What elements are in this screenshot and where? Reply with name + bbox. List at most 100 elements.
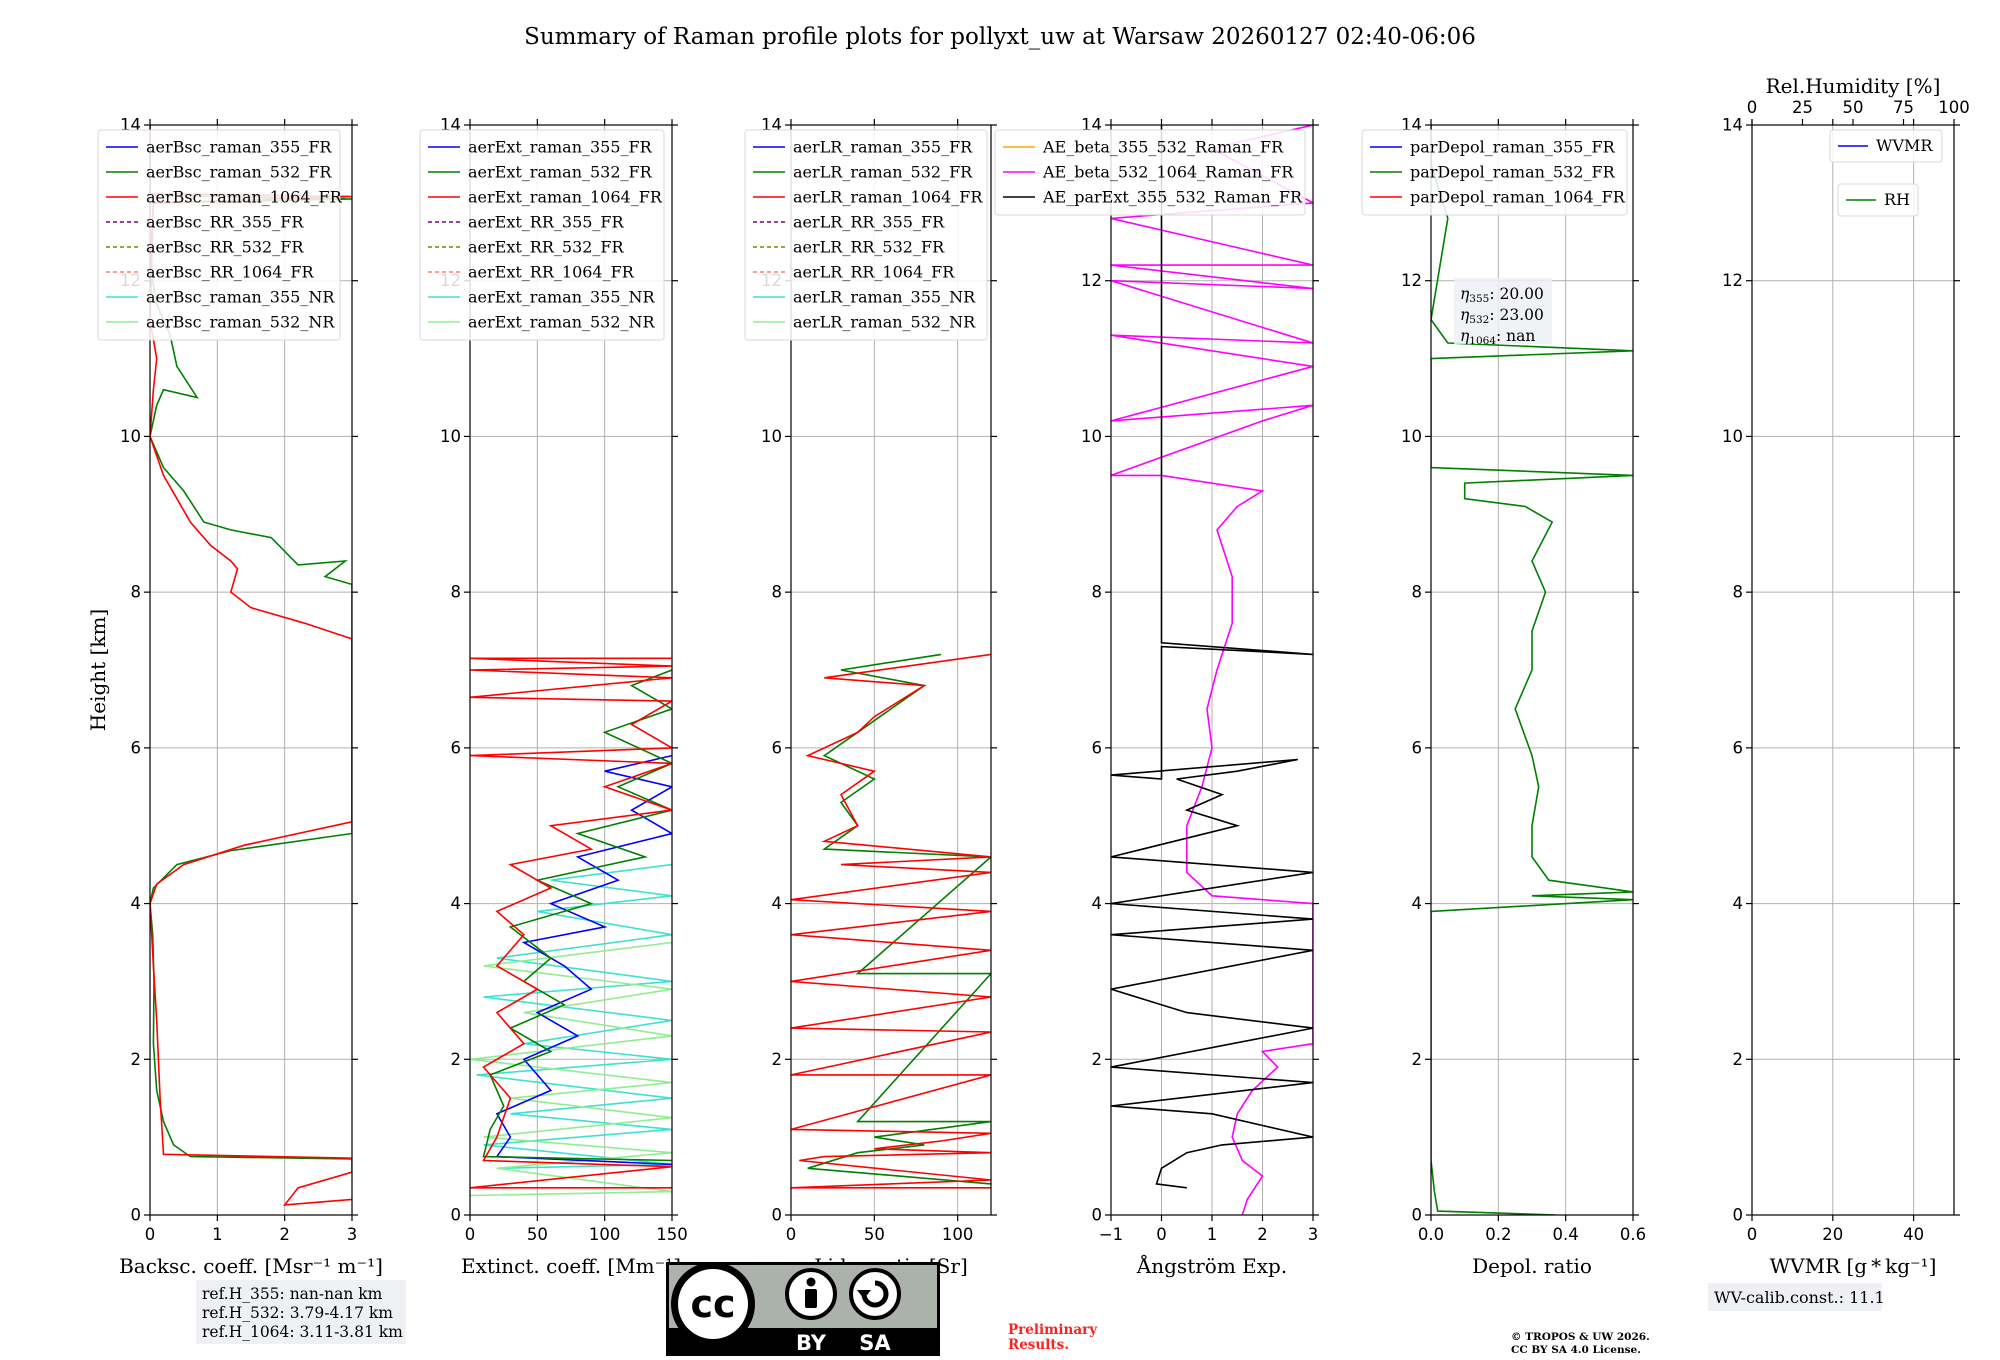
legend-label: WVMR [1876, 136, 1933, 155]
y-tick-label: 8 [1733, 583, 1744, 602]
legend-label: AE_beta_355_532_Raman_FR [1042, 138, 1284, 157]
series-group [791, 653, 991, 1189]
legend-box [97, 129, 341, 341]
x-tick-label: 2 [1257, 1225, 1268, 1244]
eta-532-label: η532: 23.00 [1460, 306, 1544, 326]
legend-box [744, 129, 988, 341]
wv-calib-const: WV-calib.const.: 11.1 [1714, 1288, 1885, 1307]
x-tick-label: 20 [1822, 1225, 1843, 1244]
y-tick-label: 8 [131, 583, 142, 602]
top-tick-label: 75 [1893, 98, 1914, 117]
x-tick-label: 50 [527, 1225, 548, 1244]
eta-1064-value: : nan [1496, 327, 1535, 345]
series-line-parDepol_raman_532_FR [1431, 125, 1633, 1215]
series-group [1431, 125, 1633, 1215]
x-axis-label: Ångström Exp. [1136, 1253, 1287, 1278]
y-tick-label: 6 [1092, 738, 1103, 757]
legend-label: parDepol_raman_532_FR [1410, 163, 1616, 182]
series-line-aerExt_raman_532_FR [482, 669, 672, 1162]
legend-label: aerBsc_raman_532_FR [146, 163, 332, 182]
x-tick-label: 100 [589, 1225, 621, 1244]
x-tick-label: 0.0 [1418, 1225, 1444, 1244]
legend-label: RH [1884, 190, 1910, 209]
panel-bsc: 024681012140123Backsc. coeff. [Msr⁻¹ m⁻¹… [86, 116, 383, 1279]
x-tick-label: 0.2 [1485, 1225, 1511, 1244]
x-tick-label: 0 [145, 1225, 156, 1244]
x-tick-label: 0.6 [1620, 1225, 1646, 1244]
legend: aerExt_raman_355_FR aerExt_raman_532_FRae… [419, 129, 665, 341]
y-tick-label: 8 [1092, 583, 1103, 602]
x-tick-label: 50 [864, 1225, 885, 1244]
eta-355-value: : 20.00 [1489, 285, 1544, 303]
axes-frame [149, 124, 353, 1216]
y-tick-label: 6 [1412, 738, 1423, 757]
y-tick-label: 8 [451, 583, 462, 602]
y-tick-label: 2 [1733, 1050, 1744, 1069]
y-tick-label: 4 [451, 894, 462, 913]
legend-label: aerExt_raman_532_NR [468, 313, 656, 332]
x-tick-label: 0 [1156, 1225, 1167, 1244]
y-tick-label: 0 [1733, 1206, 1744, 1225]
top-axis-label: Rel.Humidity [%] [1766, 74, 1941, 98]
legend-label: aerLR_raman_532_NR [793, 313, 976, 332]
cc-by-sa-badge: cc BY SA [666, 1262, 940, 1356]
y-tick-label: 10 [1081, 427, 1102, 446]
series-line-aerExt_raman_1064_FR [470, 657, 672, 1189]
legend-label: aerLR_raman_1064_FR [793, 188, 983, 207]
series-line-AE_beta_532_1064_Raman_FR [1111, 125, 1313, 1215]
legend-label: aerExt_raman_355_NR [468, 288, 656, 307]
legend-box [419, 129, 665, 341]
eta-1064-label: η1064: nan [1460, 327, 1535, 347]
x-tick-label: −1 [1099, 1225, 1123, 1244]
y-tick-label: 6 [772, 738, 783, 757]
legend-label: aerLR_raman_355_FR [793, 138, 973, 157]
y-tick-label: 10 [1722, 427, 1743, 446]
legend-label: aerBsc_raman_1064_FR [146, 188, 343, 207]
legend-label: parDepol_raman_1064_FR [1410, 188, 1626, 207]
y-tick-label: 12 [1401, 271, 1422, 290]
axes-frame [1430, 124, 1634, 1216]
cc-icon: cc [690, 1282, 735, 1326]
x-tick-label: 0 [1747, 1225, 1758, 1244]
x-tick-label: 0 [465, 1225, 476, 1244]
legend-label: aerBsc_RR_532_FR [146, 238, 304, 257]
legend-label: AE_beta_532_1064_Raman_FR [1042, 163, 1294, 182]
y-tick-label: 6 [1733, 738, 1744, 757]
x-tick-label: 100 [942, 1225, 974, 1244]
panel-lr: 02468101214050100Lidar ratio [Sr]aerLR_r… [744, 116, 997, 1278]
y-tick-label: 2 [772, 1050, 783, 1069]
eta-box [1454, 278, 1552, 344]
legend-label: aerExt_RR_355_FR [468, 213, 625, 232]
legend-label: aerLR_RR_355_FR [793, 213, 945, 232]
legend-label: aerLR_RR_1064_FR [793, 263, 955, 282]
y-tick-label: 12 [1722, 271, 1743, 290]
legend-label: aerLR_raman_532_FR [793, 163, 973, 182]
series-line-aerLR_raman_1064_FR [791, 653, 991, 1189]
y-tick-label: 6 [131, 738, 142, 757]
legend-label: aerBsc_RR_1064_FR [146, 263, 315, 282]
x-tick-label: 1 [212, 1225, 223, 1244]
series-line-aerBsc_raman_1064_FR [150, 125, 352, 1206]
y-tick-label: 0 [1092, 1206, 1103, 1225]
y-tick-label: 14 [1722, 116, 1743, 135]
legend-label: AE_parExt_355_532_Raman_FR [1042, 188, 1303, 207]
legend-label: aerExt_raman_355_FR [468, 138, 653, 157]
x-tick-label: 1 [1207, 1225, 1218, 1244]
y-tick-label: 2 [451, 1050, 462, 1069]
legend-label: aerExt_raman_532_FR [468, 163, 653, 182]
x-axis-label: Depol. ratio [1472, 1254, 1592, 1278]
legend: aerBsc_raman_355_FR aerBsc_raman_532_FRae… [97, 129, 343, 341]
legend-label: aerLR_RR_532_FR [793, 238, 945, 257]
x-tick-label: 0.4 [1553, 1225, 1579, 1244]
y-axis-label: Height [km] [86, 609, 110, 731]
legend-box [1361, 129, 1628, 216]
legend-box [1837, 183, 1919, 217]
axes-frame [790, 124, 992, 1216]
legend-label: aerBsc_raman_355_NR [146, 288, 335, 307]
y-tick-label: 4 [131, 894, 142, 913]
grid [1110, 124, 1314, 1216]
preliminary-label: Preliminary [1008, 1322, 1098, 1338]
copyright-line-1: © TROPOS & UW 2026. [1511, 1331, 1650, 1343]
